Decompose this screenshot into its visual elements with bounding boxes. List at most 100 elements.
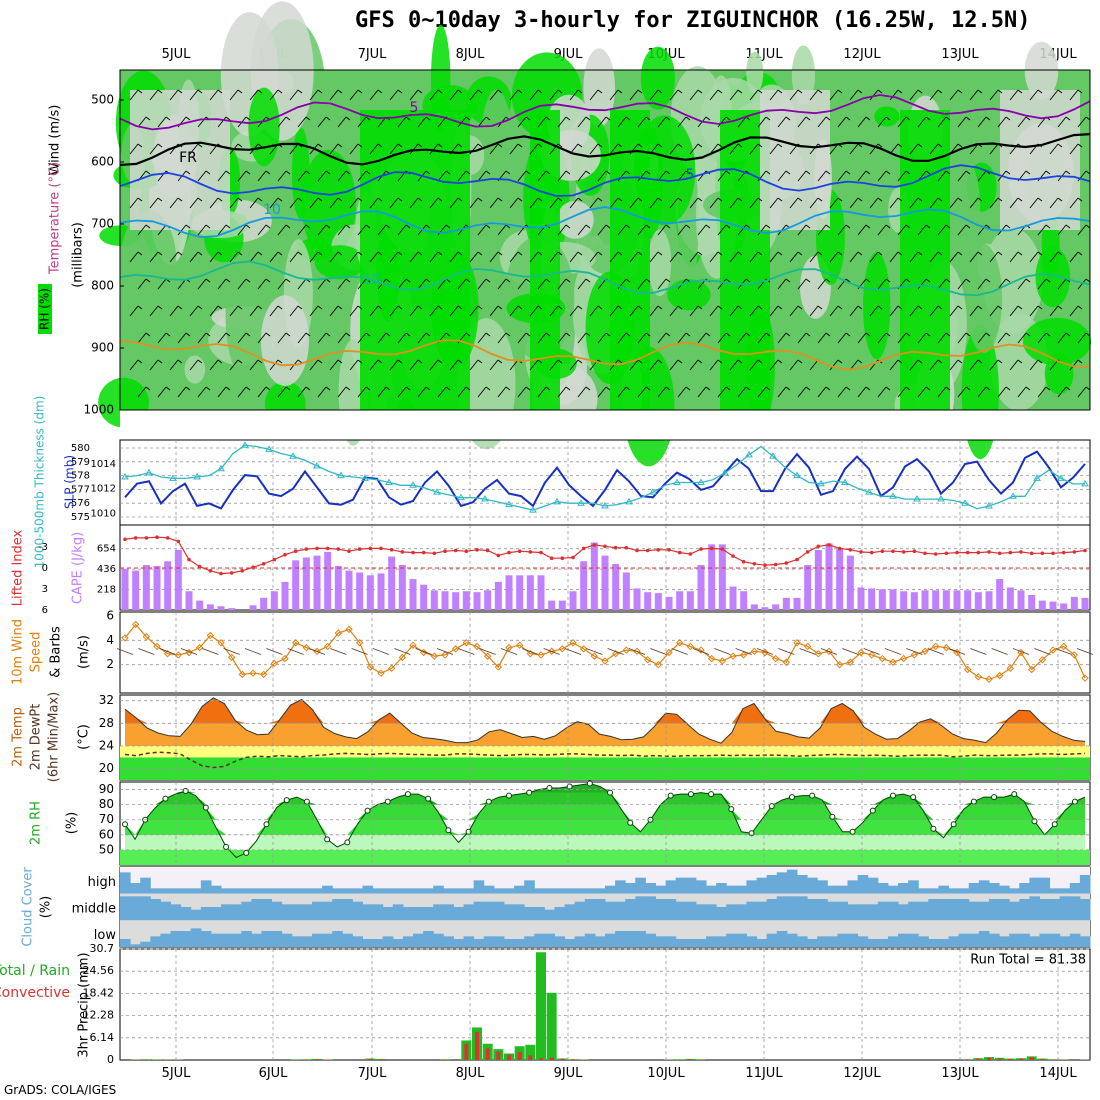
wind-barb [617, 359, 623, 364]
cloud-cover-bar [231, 904, 242, 921]
cloud-cover-bar [453, 888, 465, 894]
cloud-cover-bar [635, 931, 646, 947]
wind-barb [397, 224, 407, 236]
wind-barb [1057, 251, 1063, 256]
lifted-index-point [624, 545, 629, 550]
wind-barb [817, 170, 827, 182]
cloud-cover-bar [938, 939, 950, 947]
wind-barb [629, 89, 639, 101]
wind-barb [377, 386, 387, 398]
wind-barb [865, 170, 871, 175]
lifted-index-point [187, 557, 191, 562]
wind-barb [697, 386, 707, 398]
rh-point [1051, 821, 1058, 828]
cloud-cover-bar [524, 936, 535, 947]
wind-barb [1017, 197, 1023, 202]
wind-barb [929, 89, 939, 101]
cloud-cover-bar [210, 885, 222, 894]
precip-tick-label: 30.7 [90, 942, 115, 955]
wind-barb [137, 305, 143, 310]
wind-speed-point [910, 651, 919, 659]
wind-barb [245, 116, 251, 121]
wind-speed-point [142, 632, 151, 641]
wind-barb [449, 251, 459, 263]
wind-barb [969, 359, 979, 371]
wind-barb [657, 251, 663, 256]
cloud-cover-bar [170, 931, 182, 947]
wind-barb-10m [1055, 648, 1072, 655]
wind-barb-10m [415, 648, 432, 655]
cape-bar [846, 555, 854, 610]
rh-contour-region [667, 279, 711, 311]
wind-barb [637, 224, 647, 236]
wind-barb [357, 224, 367, 236]
wind-barb [885, 332, 891, 337]
wind-barb [789, 89, 799, 101]
date-label: 13JUL [941, 47, 979, 62]
cape-tick-label: 654 [97, 544, 116, 555]
precip-convective-bar [485, 1048, 490, 1060]
lifted-index-point [251, 565, 255, 570]
wind-barb [997, 359, 1003, 364]
wind-barb [825, 224, 831, 229]
wind-barb [877, 116, 887, 128]
rh-point [303, 798, 310, 805]
thickness-marker [937, 495, 945, 502]
wind-barb [1037, 89, 1043, 94]
wind-barb [589, 197, 599, 209]
wind-barb [309, 305, 319, 317]
isotherm-line [119, 164, 1091, 197]
wind-barb [989, 305, 999, 317]
wind-speed-point [718, 657, 727, 665]
wind-barb [1065, 386, 1071, 391]
wind-barb [217, 278, 227, 290]
wind-barb [305, 386, 311, 391]
wind-barb [989, 359, 999, 371]
precip-convective-bar [976, 1058, 981, 1060]
wind-barb [837, 305, 843, 310]
cloud-cover-bar [443, 888, 454, 894]
wind-barb-10m [756, 648, 774, 655]
wind-barb [317, 251, 323, 256]
wind-speed-point [1006, 664, 1015, 673]
wind-barb [637, 197, 643, 202]
wind-barb [957, 143, 963, 148]
thickness-marker [481, 495, 489, 502]
wind-barb [345, 386, 351, 391]
wind-barb [505, 278, 511, 283]
wind-barb [605, 386, 611, 391]
wind-barb [889, 359, 899, 371]
cloud-cover-bar [1069, 933, 1081, 947]
lifted-index-point [389, 548, 394, 552]
cloud-cover-bar [140, 896, 151, 921]
wind-barb [657, 386, 667, 398]
wind-barb [237, 224, 247, 236]
wind-barb [669, 143, 679, 155]
wind-speed-point [878, 654, 887, 663]
wind-barb [417, 359, 423, 364]
wind-barb [217, 251, 223, 256]
wind-barb [669, 359, 679, 371]
wind-barb [869, 305, 879, 317]
cloud-cover-bar [958, 899, 970, 921]
thickness-marker [289, 452, 297, 459]
temp-band-mid [120, 746, 1090, 758]
wind-barb [757, 359, 763, 364]
wind-barb [849, 143, 859, 155]
wind-barb [797, 278, 807, 290]
wind-barb [237, 197, 243, 202]
thickness-marker [601, 501, 609, 509]
rh-contour-region [874, 106, 900, 127]
wind-speed-point [921, 647, 929, 655]
lifted-index-point [656, 548, 661, 552]
wind-barb [829, 251, 839, 263]
cape-bar [996, 579, 1004, 610]
wind-barb [697, 143, 703, 148]
wind-barb [537, 170, 547, 182]
axis-label-millibars: (millibars) [71, 222, 86, 288]
wind-barb [497, 143, 503, 148]
lifted-index-point [539, 550, 543, 555]
wind-barb [245, 224, 251, 229]
date-label: 14JUL [1039, 1066, 1077, 1081]
wind-barb [689, 89, 699, 101]
